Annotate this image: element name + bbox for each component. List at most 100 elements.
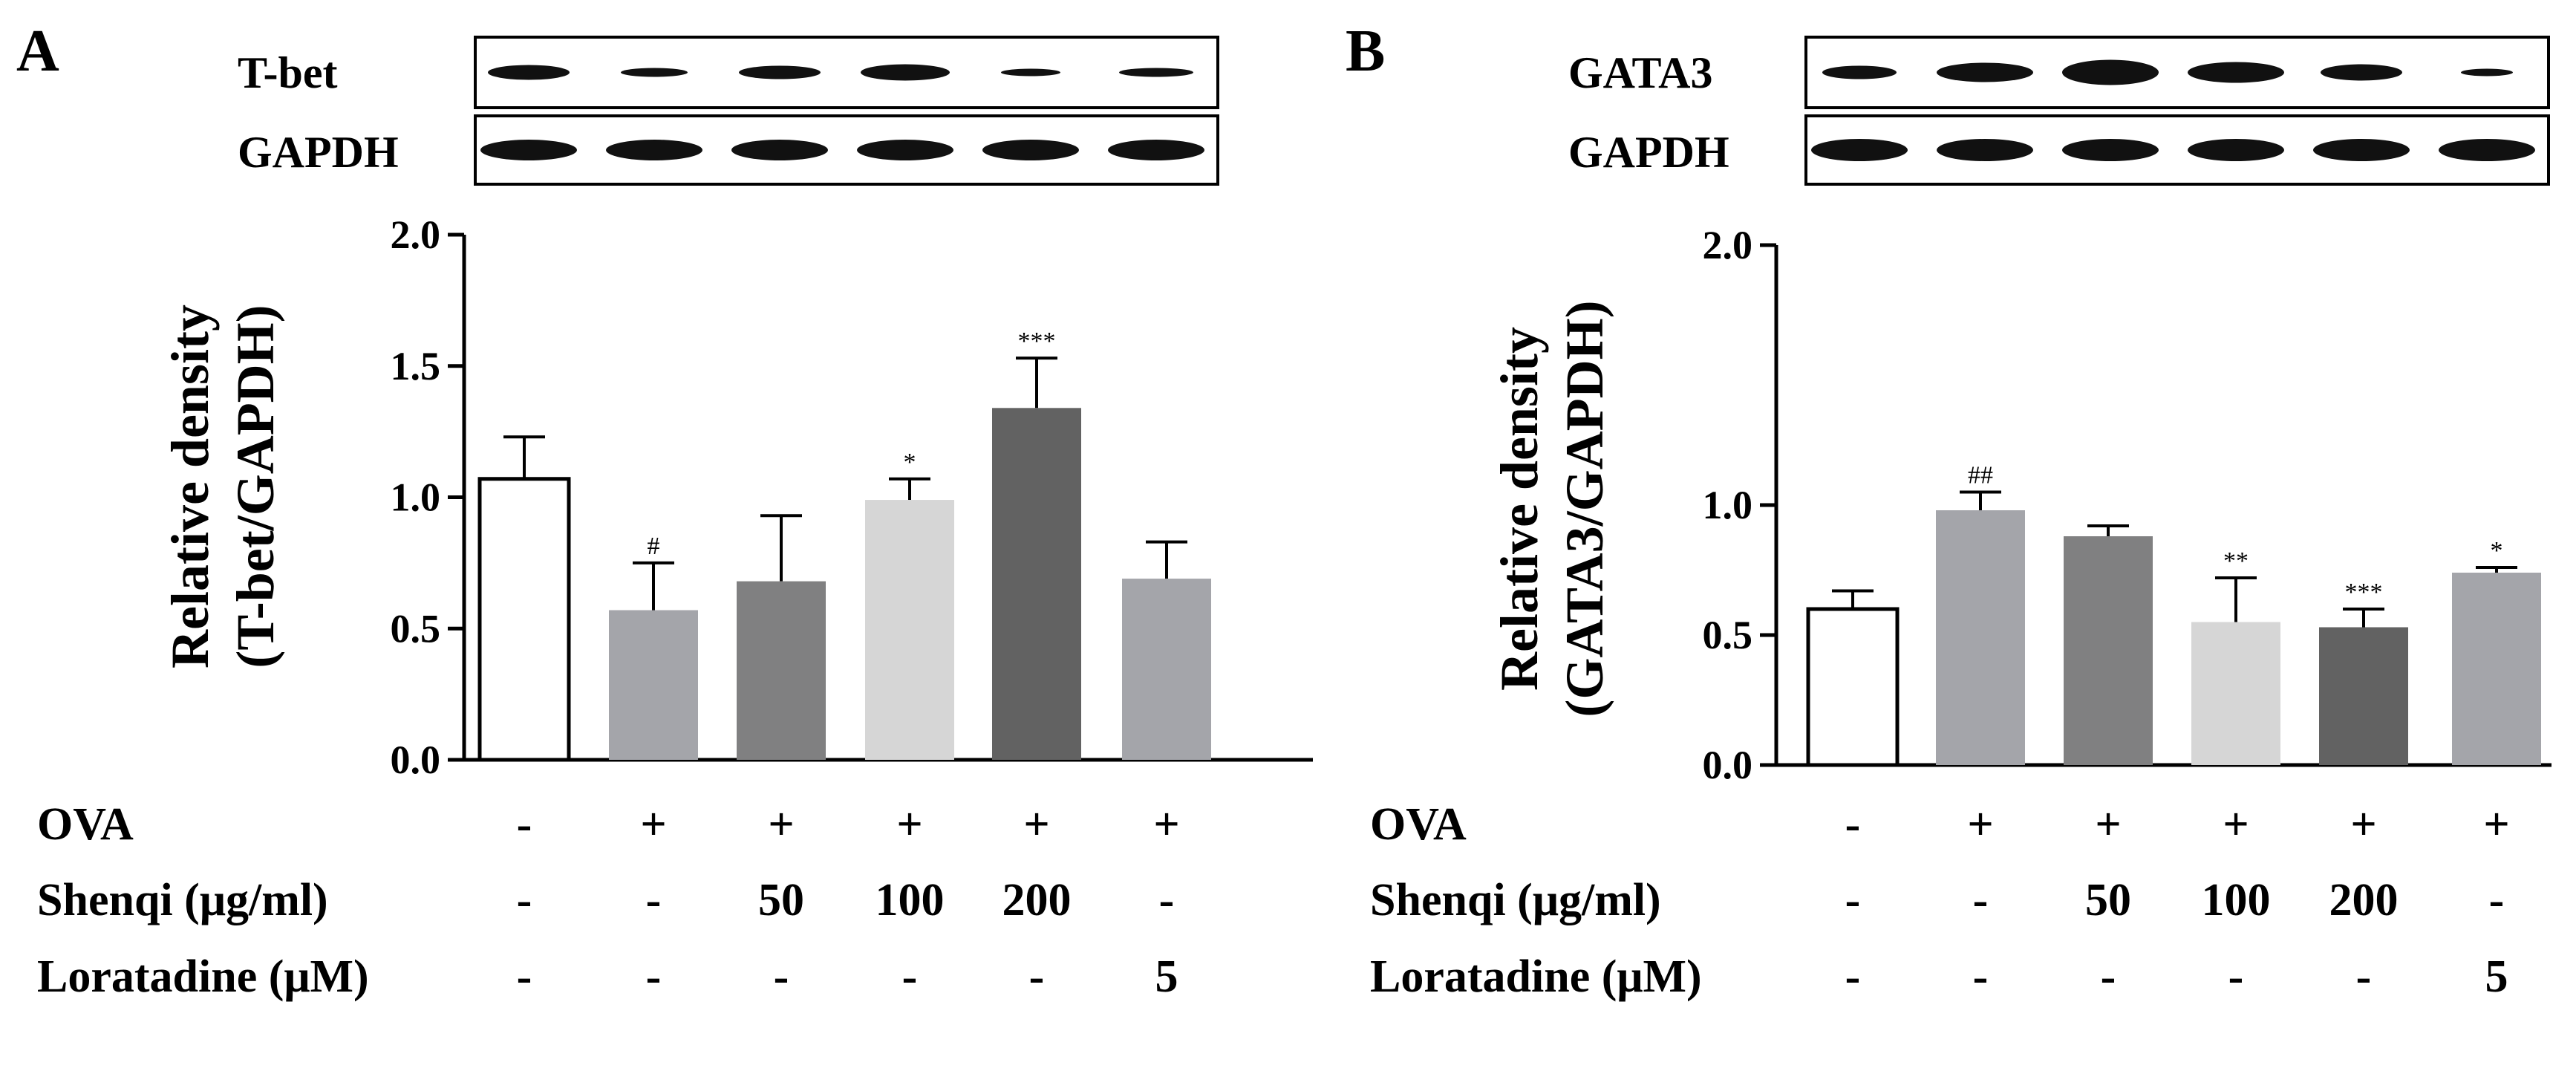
panel-a-blot-band	[606, 140, 702, 160]
panel-a-condition-value: 100	[875, 875, 945, 925]
panel-a-condition-value: +	[1153, 799, 1179, 850]
panel-b-significance-mark: ##	[1968, 462, 1993, 489]
panel-a-bar	[737, 581, 826, 760]
panel-a-ylabel-line1: Relative density	[160, 305, 220, 668]
panel-a-y-tick-label: 1.5	[391, 344, 441, 388]
panel-a-blot-box-target	[474, 36, 1219, 109]
panel-b-blot-band	[2188, 62, 2284, 83]
panel-a-y-tick-label: 0.0	[391, 738, 441, 782]
panel-a-condition-value: +	[896, 799, 922, 850]
panel-b-condition-value: 50	[2085, 875, 2131, 925]
panel-b-blot-band	[2062, 59, 2159, 85]
panel-b-blot-band	[1937, 62, 2033, 82]
panel-b-significance-mark: **	[2223, 547, 2249, 575]
panel-a-condition-value: -	[517, 799, 532, 850]
panel-b-blot-box-gapdh	[1804, 114, 2550, 186]
panel-a-blot-band	[731, 140, 828, 160]
panel-a-significance-mark: ***	[1018, 328, 1056, 355]
panel-b-condition-value: -	[2356, 951, 2372, 1002]
panel-a-ylabel-line2: (T-bet/GAPDH)	[226, 305, 285, 668]
panel-a-y-tick-label: 1.0	[391, 475, 441, 520]
panel-b-condition-value: 200	[2329, 875, 2399, 925]
panel-a-blot-band	[1108, 140, 1204, 160]
panel-a-significance-mark: *	[904, 449, 916, 476]
panel-b-y-tick-label: 2.0	[1703, 223, 1753, 267]
panel-b-condition-value: -	[1973, 875, 1989, 925]
panel-a-bar	[477, 477, 571, 762]
panel-b-condition-value: +	[2223, 799, 2249, 850]
panel-a-condition-value: -	[1159, 875, 1175, 925]
panel-a-condition-value: -	[1029, 951, 1045, 1002]
panel-a-condition-value: -	[646, 875, 662, 925]
panel-a-y-tick-label: 0.5	[391, 606, 441, 651]
panel-a-condition-value: 5	[1155, 951, 1178, 1002]
panel-a-condition-label: Loratadine (μM)	[37, 951, 369, 1002]
panel-b-condition-value: -	[2101, 951, 2116, 1002]
panel-a-blot-label-tbet: T-bet	[238, 48, 337, 97]
panel-b-blot-band	[1937, 139, 2033, 161]
panel-a-condition-value: +	[1023, 799, 1049, 850]
panel-b-condition-value: +	[2483, 799, 2509, 850]
panel-a-condition-value: -	[902, 951, 918, 1002]
panel-b-blot-band	[1811, 139, 1908, 161]
panel-b-condition-value: -	[1845, 951, 1861, 1002]
panel-a-y-tick-label: 2.0	[391, 212, 441, 257]
panel-a-blot-band	[488, 65, 570, 80]
panel-b-condition-value: 100	[2202, 875, 2271, 925]
panel-b-ylabel-line1: Relative density	[1490, 327, 1549, 691]
panel-b-y-tick-label: 0.5	[1703, 613, 1753, 657]
panel-a-blot-band	[739, 65, 821, 79]
panel-b-bar	[1806, 607, 1900, 767]
panel-a-blot-band	[857, 140, 953, 160]
panel-b-blot-band	[2439, 139, 2535, 161]
panel-b-bar	[2319, 627, 2408, 765]
panel-b-blot-band	[2188, 139, 2284, 161]
panel-b-blot-band	[2062, 139, 2159, 161]
panel-b-condition-value: -	[1973, 951, 1989, 1002]
panel-b-significance-mark: *	[2491, 537, 2503, 564]
panel-a-blot-band	[1119, 68, 1193, 77]
panel-a-condition-label: Shenqi (μg/ml)	[37, 875, 328, 925]
panel-a-blot-band	[982, 140, 1079, 160]
panel-b-condition-label: Loratadine (μM)	[1370, 951, 1702, 1002]
panel-a-condition-value: -	[774, 951, 789, 1002]
panel-b-bar	[2191, 622, 2280, 765]
panel-b-condition-value: -	[2228, 951, 2244, 1002]
panel-b-blot-box-target	[1804, 36, 2550, 109]
panel-b-condition-value: -	[2489, 875, 2505, 925]
panel-a-condition-value: 50	[758, 875, 804, 925]
panel-b-bar	[1936, 510, 2025, 765]
panel-b-condition-value: +	[2350, 799, 2376, 850]
panel-a-blot-label-gapdh: GAPDH	[238, 128, 399, 177]
panel-b-blot-band	[2321, 64, 2402, 81]
panel-b-condition-label: OVA	[1370, 799, 1467, 850]
panel-b-condition-label: Shenqi (μg/ml)	[1370, 875, 1661, 925]
panel-a-condition-value: +	[768, 799, 794, 850]
panel-b-chart: 0.00.51.02.0##******OVA - + + + + +Shenqi (μg/…	[1370, 36, 2551, 1002]
panel-a-condition-value: -	[517, 875, 532, 925]
panel-b-condition-value: -	[1845, 875, 1861, 925]
panel-a-condition-value: -	[646, 951, 662, 1002]
panel-b-blot-band	[1822, 65, 1897, 79]
panel-b-ylabel-line2: (GATA3/GAPDH)	[1555, 300, 1614, 717]
panel-a-chart: 0.00.51.01.52.0#****OVA - + + + + +Shenqi (μg/…	[37, 36, 1313, 1002]
panel-b-condition-value: +	[2095, 799, 2121, 850]
panel-b-letter: B	[1346, 19, 1385, 84]
panel-b-blot-band	[2313, 139, 2410, 161]
panel-a-bar	[609, 610, 698, 760]
panel-b-y-tick-label: 1.0	[1703, 483, 1753, 527]
panel-a-bar	[865, 500, 954, 760]
panel-a-bar	[1122, 579, 1211, 760]
panel-a-condition-value: -	[517, 951, 532, 1002]
panel-a-condition-label: OVA	[37, 799, 134, 850]
panel-b-bar	[2452, 573, 2541, 765]
panel-b-blot-band	[2461, 68, 2513, 77]
panel-b-condition-value: 5	[2485, 951, 2508, 1002]
panel-a-condition-value: 200	[1002, 875, 1072, 925]
panel-b-y-tick-label: 0.0	[1703, 743, 1753, 787]
panel-b-bar	[2064, 536, 2153, 765]
panel-a-bar	[992, 408, 1081, 760]
panel-a-blot-band	[621, 68, 688, 77]
panel-b-blot-label-gata3: GATA3	[1568, 48, 1712, 97]
